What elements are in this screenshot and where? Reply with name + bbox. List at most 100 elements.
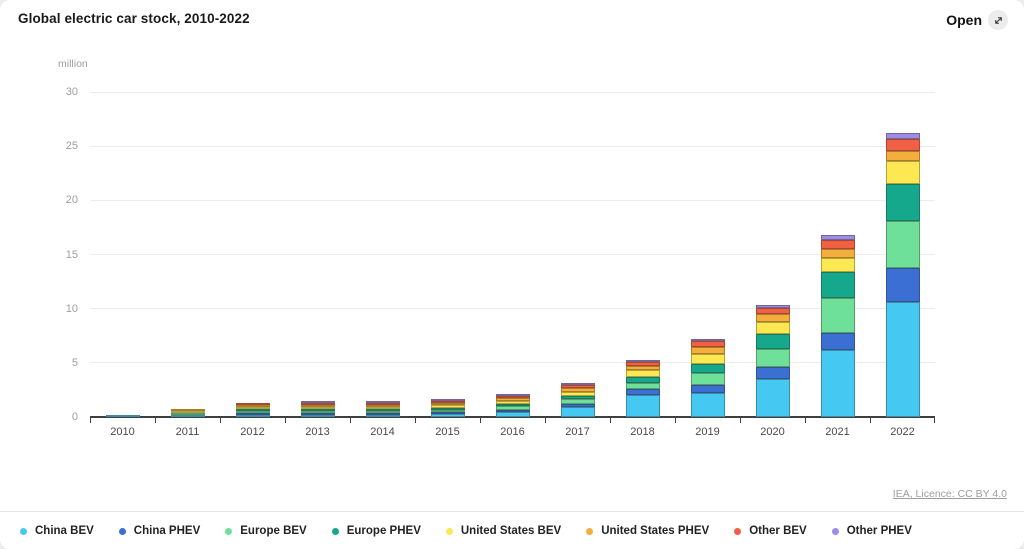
bar-segment-2011-united-states-bev[interactable] [170,411,205,413]
legend-item-europe-phev[interactable]: Europe PHEV [331,525,421,537]
bar-segment-2015-other-phev[interactable] [430,399,465,402]
bar-segment-2016-china-phev[interactable] [495,409,530,412]
legend-item-other-phev[interactable]: Other PHEV [831,525,912,537]
bar-segment-2017-china-bev[interactable] [560,406,595,417]
bar-segment-2020-other-bev[interactable] [755,308,790,315]
bar-segment-2016-europe-phev[interactable] [495,404,530,407]
bar-segment-2021-other-bev[interactable] [820,239,855,250]
bar-segment-2013-other-bev[interactable] [300,403,335,405]
bar-segment-2015-europe-bev[interactable] [430,409,465,412]
bar-segment-2020-europe-bev[interactable] [755,348,790,368]
bar-segment-2014-europe-phev[interactable] [365,409,400,411]
bar-segment-2019-europe-bev[interactable] [690,372,725,385]
bar-segment-2012-china-phev[interactable] [235,413,270,415]
legend-item-china-phev[interactable]: China PHEV [118,525,200,537]
bar-segment-2014-united-states-phev[interactable] [365,405,400,407]
bar-segment-2018-china-phev[interactable] [625,389,660,396]
bar-segment-2018-europe-bev[interactable] [625,382,660,390]
bar-segment-2021-china-bev[interactable] [820,349,855,417]
legend-item-other-bev[interactable]: Other BEV [734,525,807,537]
bar-segment-2012-europe-bev[interactable] [235,411,270,413]
bar-segment-2016-united-states-bev[interactable] [495,400,530,405]
bar-segment-2011-china-bev[interactable] [170,415,205,417]
bar-segment-2012-united-states-bev[interactable] [235,407,270,409]
bar-segment-2013-china-bev[interactable] [300,415,335,417]
bar-segment-2015-china-bev[interactable] [430,413,465,417]
bar-segment-2011-europe-bev[interactable] [170,413,205,415]
bar-segment-2021-europe-phev[interactable] [820,272,855,299]
bar-segment-2021-other-phev[interactable] [820,235,855,240]
legend-item-united-states-phev[interactable]: United States PHEV [586,525,709,537]
bar-segment-2022-china-phev[interactable] [885,267,920,303]
bar-segment-2013-china-phev[interactable] [300,413,335,415]
bar-segment-2022-europe-bev[interactable] [885,220,920,268]
bar-segment-2019-united-states-bev[interactable] [690,353,725,364]
bar-segment-2020-china-phev[interactable] [755,367,790,380]
bar-segment-2015-china-phev[interactable] [430,411,465,414]
bar-segment-2013-europe-phev[interactable] [300,409,335,411]
bar-segment-2018-other-phev[interactable] [625,359,660,362]
bar-segment-2012-europe-phev[interactable] [235,409,270,411]
bar-segment-2021-united-states-bev[interactable] [820,258,855,273]
bar-segment-2020-europe-phev[interactable] [755,333,790,349]
attribution-link[interactable]: IEA, Licence: CC BY 4.0 [892,488,1007,500]
bar-segment-2014-europe-bev[interactable] [365,411,400,413]
bar-segment-2019-europe-phev[interactable] [690,363,725,373]
bar-segment-2021-europe-bev[interactable] [820,298,855,334]
bar-segment-2017-united-states-bev[interactable] [560,391,595,396]
open-button[interactable]: Open [944,8,1010,32]
bar-segment-2019-china-bev[interactable] [690,393,725,417]
bar-segment-2017-europe-phev[interactable] [560,395,595,400]
bar-segment-2012-other-bev[interactable] [235,403,270,405]
bar-segment-2019-other-phev[interactable] [690,338,725,341]
bar-segment-2017-united-states-phev[interactable] [560,387,595,392]
bar-segment-2018-other-bev[interactable] [625,361,660,366]
bar-segment-2021-china-phev[interactable] [820,333,855,350]
bar-segment-2022-other-bev[interactable] [885,138,920,152]
bar-segment-2020-other-phev[interactable] [755,304,790,309]
bar-segment-2012-united-states-phev[interactable] [235,405,270,407]
bar-segment-2018-europe-phev[interactable] [625,377,660,383]
bar-segment-2020-united-states-bev[interactable] [755,321,790,334]
bar-segment-2019-other-bev[interactable] [690,340,725,347]
bar-segment-2015-europe-phev[interactable] [430,407,465,410]
bar-segment-2019-united-states-phev[interactable] [690,346,725,354]
legend-item-china-bev[interactable]: China BEV [20,525,94,537]
bar-segment-2015-united-states-phev[interactable] [430,403,465,406]
legend-item-united-states-bev[interactable]: United States BEV [445,525,561,537]
bar-segment-2016-other-phev[interactable] [495,394,530,397]
bar-segment-2014-china-bev[interactable] [365,415,400,417]
bar-segment-2022-united-states-bev[interactable] [885,161,920,185]
bar-segment-2019-china-phev[interactable] [690,384,725,394]
bar-segment-2014-other-phev[interactable] [365,401,400,403]
bar-segment-2017-europe-bev[interactable] [560,399,595,405]
bar-segment-2015-united-states-bev[interactable] [430,405,465,408]
bar-segment-2015-other-bev[interactable] [430,401,465,404]
bar-segment-2012-china-bev[interactable] [235,415,270,417]
bar-segment-2013-united-states-phev[interactable] [300,405,335,407]
bar-segment-2020-united-states-phev[interactable] [755,314,790,322]
bar-segment-2013-united-states-bev[interactable] [300,407,335,409]
bar-segment-2010-china-bev[interactable] [105,415,140,417]
bar-segment-2018-china-bev[interactable] [625,395,660,417]
bar-segment-2016-china-bev[interactable] [495,411,530,417]
bar-segment-2022-united-states-phev[interactable] [885,151,920,162]
bar-segment-2016-europe-bev[interactable] [495,406,530,410]
bar-segment-2018-united-states-bev[interactable] [625,370,660,378]
bar-segment-2014-china-phev[interactable] [365,413,400,415]
bar-segment-2017-other-phev[interactable] [560,382,595,385]
legend-item-europe-bev[interactable]: Europe BEV [225,525,307,537]
bar-segment-2016-other-bev[interactable] [495,396,530,399]
bar-segment-2017-china-phev[interactable] [560,404,595,407]
bar-segment-2018-united-states-phev[interactable] [625,365,660,371]
bar-segment-2014-united-states-bev[interactable] [365,407,400,409]
bar-segment-2011-united-states-phev[interactable] [170,409,205,411]
bar-segment-2013-other-phev[interactable] [300,401,335,403]
bar-segment-2014-other-bev[interactable] [365,403,400,405]
bar-segment-2021-united-states-phev[interactable] [820,249,855,259]
bar-segment-2017-other-bev[interactable] [560,384,595,388]
bar-segment-2022-other-phev[interactable] [885,132,920,139]
bar-segment-2016-united-states-phev[interactable] [495,398,530,401]
bar-segment-2020-china-bev[interactable] [755,379,790,417]
bar-segment-2022-europe-phev[interactable] [885,184,920,221]
